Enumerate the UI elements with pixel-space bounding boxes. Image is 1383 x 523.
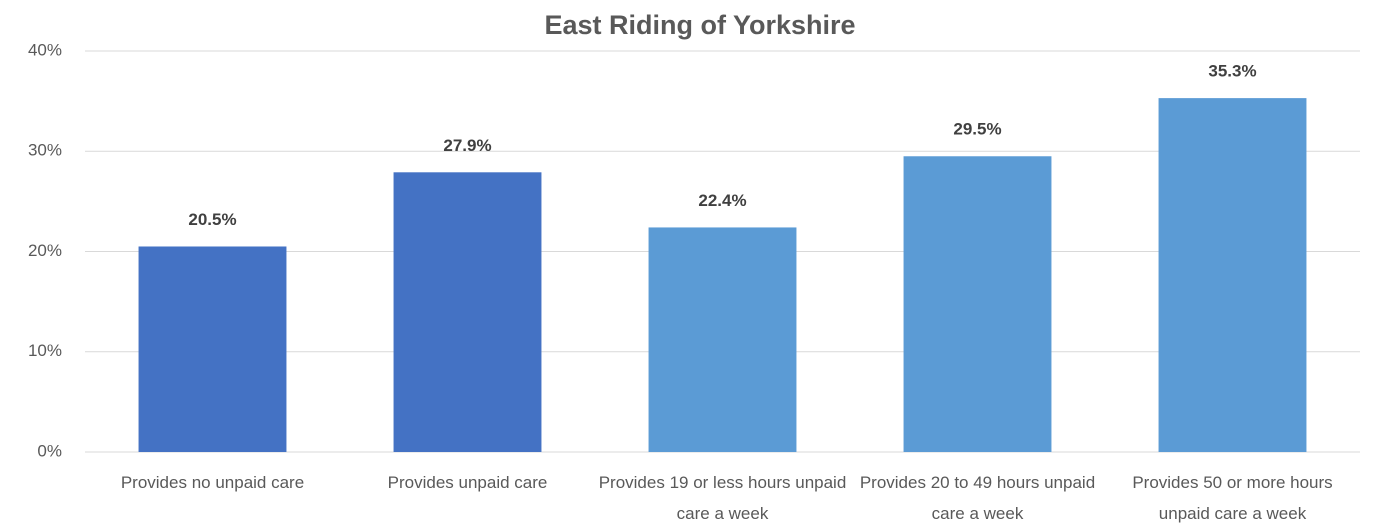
x-tick-label: Provides 20 to 49 hours unpaid care a wee… — [860, 473, 1095, 523]
y-tick-label: 30% — [28, 141, 62, 160]
data-label: 35.3% — [1208, 62, 1256, 81]
y-tick-label: 0% — [37, 441, 62, 460]
data-label: 20.5% — [188, 210, 236, 229]
data-label: 27.9% — [443, 136, 491, 155]
x-tick-label: Provides unpaid care — [388, 473, 548, 492]
data-label: 22.4% — [698, 191, 746, 210]
y-tick-label: 10% — [28, 341, 62, 360]
x-tick-label: Provides 19 or less hours unpaid care a w… — [599, 473, 847, 523]
bar — [393, 172, 542, 453]
bar — [1158, 98, 1307, 453]
chart-title: East Riding of Yorkshire — [544, 10, 855, 40]
x-tick-label: Provides no unpaid care — [121, 473, 304, 492]
y-tick-label: 40% — [28, 40, 62, 59]
bar — [138, 246, 287, 452]
x-tick-label: Provides 50 or more hours unpaid care a w… — [1132, 473, 1332, 523]
y-tick-label: 20% — [28, 241, 62, 260]
bar — [903, 156, 1052, 452]
data-label: 29.5% — [953, 120, 1001, 139]
bar — [648, 227, 797, 452]
